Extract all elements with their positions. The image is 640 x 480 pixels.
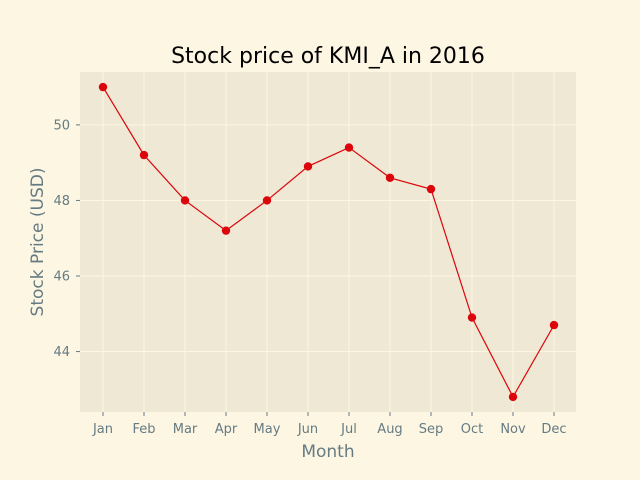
x-tick-label: Feb — [132, 422, 155, 437]
x-tick-label: Aug — [377, 422, 402, 437]
data-point-jan — [98, 82, 108, 92]
y-tick-label: 44 — [53, 345, 70, 360]
data-point-jul — [344, 143, 354, 152]
data-point-may — [262, 196, 272, 205]
x-tick-label: May — [254, 422, 281, 437]
data-point-nov — [508, 392, 518, 402]
x-tick-label: Dec — [541, 422, 566, 437]
axis-ticks: Jan Feb Mar Apr May Jun Jul Aug Sep Oct Nov Dec 44 46… — [53, 118, 566, 437]
x-tick-label: Jul — [340, 422, 357, 437]
x-tick-label: Apr — [215, 422, 238, 437]
x-tick-label: Jan — [92, 422, 113, 437]
x-tick-label: Nov — [500, 422, 526, 437]
y-tick-label: 46 — [53, 270, 70, 285]
x-tick-label: Mar — [173, 422, 198, 437]
data-point-aug — [385, 173, 395, 182]
data-point-mar — [180, 196, 190, 205]
data-point-jun — [303, 162, 313, 171]
grid-lines — [80, 72, 576, 412]
data-point-apr — [221, 226, 231, 235]
x-tick-label: Jun — [297, 422, 318, 437]
y-tick-label: 50 — [53, 118, 70, 133]
y-tick-label: 48 — [53, 194, 70, 209]
data-point-feb — [139, 150, 149, 160]
data-point-oct — [467, 313, 477, 322]
y-axis-label: Stock Price (USD) — [28, 168, 48, 317]
data-series — [98, 82, 559, 402]
plot-area — [80, 72, 576, 412]
series-line — [102, 86, 555, 399]
data-point-dec — [549, 320, 559, 330]
x-axis-label: Month — [301, 442, 354, 462]
chart-title: Stock price of KMI_A in 2016 — [171, 44, 485, 69]
data-point-sep — [426, 184, 436, 194]
x-tick-label: Oct — [461, 422, 483, 437]
x-tick-label: Sep — [419, 422, 444, 437]
